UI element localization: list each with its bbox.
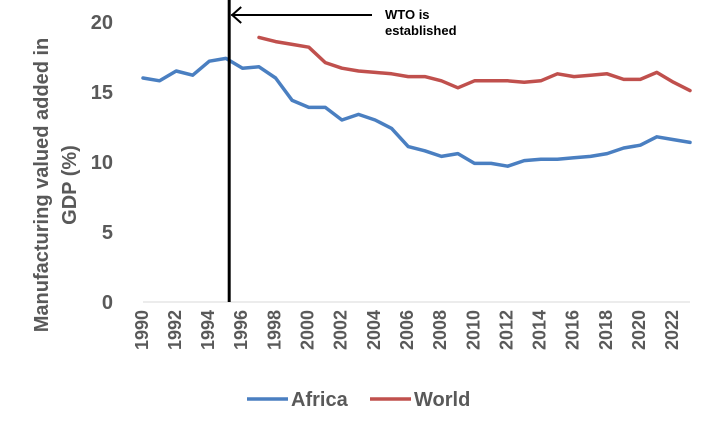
x-tick-label: 2012 — [496, 310, 516, 350]
wto-annotation-text: WTO is — [385, 7, 430, 22]
wto-arrowhead — [230, 6, 242, 24]
x-tick-label: 2018 — [596, 310, 616, 350]
x-tick-label: 2000 — [298, 310, 318, 350]
x-tick-label: 1998 — [264, 310, 284, 350]
y-axis-label-line: Manufacturing valued added in — [31, 38, 53, 332]
legend-label-africa: Africa — [291, 389, 349, 411]
legend-label-world: World — [414, 389, 470, 411]
y-axis-label-line: GDP (%) — [59, 145, 81, 225]
series-line-world — [257, 35, 692, 93]
x-tick-label: 1990 — [132, 310, 152, 350]
x-tick-label: 2010 — [463, 310, 483, 350]
series-line-africa — [141, 56, 692, 168]
legend: Africa World — [247, 389, 470, 411]
x-tick-label: 2022 — [662, 310, 682, 350]
y-tick-label: 10 — [91, 152, 113, 174]
x-tick-label: 2016 — [563, 310, 583, 350]
y-tick-label: 5 — [102, 222, 113, 244]
x-tick-label: 2004 — [364, 310, 384, 350]
x-tick-label: 2014 — [530, 310, 550, 350]
y-tick-label: 0 — [102, 292, 113, 314]
x-tick-labels: 1990 1992 1994 1996 1998 2000 2002 2004 2006 2008… — [132, 310, 682, 350]
wto-annotation-text: established — [385, 23, 457, 38]
x-tick-label: 1994 — [198, 310, 218, 350]
y-tick-label: 20 — [91, 12, 113, 34]
y-tick-label: 15 — [91, 82, 113, 104]
x-tick-label: 2020 — [629, 310, 649, 350]
x-tick-label: 2008 — [430, 310, 450, 350]
x-tick-label: 2002 — [331, 310, 351, 350]
x-tick-label: 1992 — [165, 310, 185, 350]
x-tick-label: 2006 — [397, 310, 417, 350]
y-axis-label: Manufacturing valued added in GDP (%) — [31, 38, 81, 332]
series-lines — [141, 35, 692, 168]
x-tick-label: 1996 — [231, 310, 251, 350]
y-tick-labels: 0 5 10 15 20 — [91, 12, 113, 314]
